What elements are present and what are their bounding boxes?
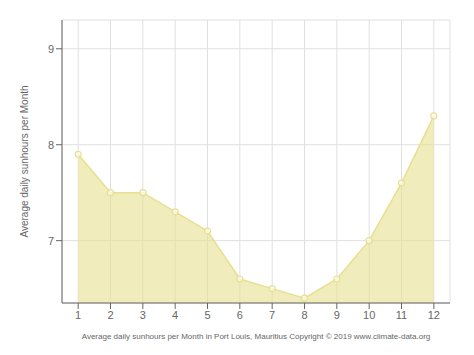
- svg-text:3: 3: [140, 309, 146, 321]
- svg-text:7: 7: [48, 235, 54, 247]
- svg-text:11: 11: [396, 309, 407, 321]
- svg-text:1: 1: [75, 309, 81, 321]
- svg-text:2: 2: [107, 309, 113, 321]
- svg-text:4: 4: [172, 309, 178, 321]
- svg-text:5: 5: [204, 309, 210, 321]
- svg-text:8: 8: [301, 309, 307, 321]
- svg-text:10: 10: [363, 309, 375, 321]
- svg-text:8: 8: [48, 139, 54, 151]
- svg-text:9: 9: [48, 43, 54, 55]
- svg-text:Average daily sunhours per Mon: Average daily sunhours per Month: [19, 85, 30, 237]
- svg-text:9: 9: [334, 309, 340, 321]
- svg-text:Average daily sunhours per Mon: Average daily sunhours per Month in Port…: [82, 332, 431, 341]
- svg-text:12: 12: [428, 309, 440, 321]
- svg-text:6: 6: [237, 309, 243, 321]
- svg-text:7: 7: [269, 309, 275, 321]
